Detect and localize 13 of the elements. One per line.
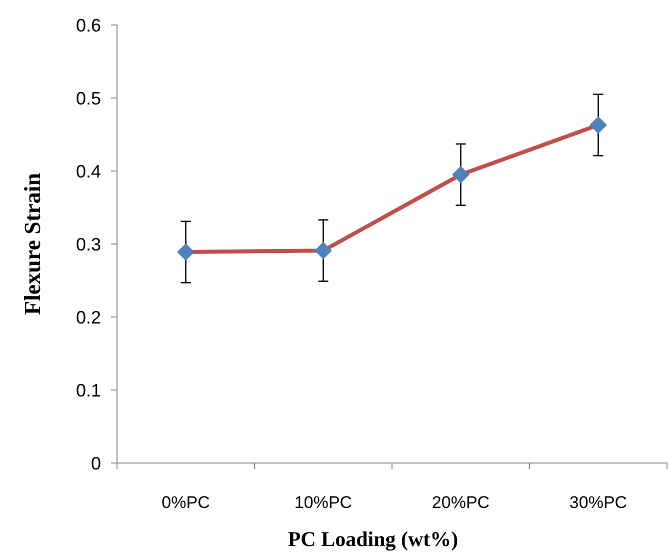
- y-tick-label: 0.2: [76, 307, 101, 328]
- x-tick-label: 10%PC: [294, 493, 352, 512]
- y-tick-label: 0.3: [76, 234, 101, 254]
- y-axis-title: Flexure Strain: [20, 172, 45, 316]
- y-tick-label: 0.6: [76, 15, 101, 36]
- x-tick-label: 30%PC: [569, 493, 628, 512]
- x-tick-label: 20%PC: [432, 493, 490, 512]
- x-tick-label: 0%PC: [162, 493, 210, 512]
- y-tick-label: 0.1: [76, 380, 101, 400]
- y-tick-label: 0: [90, 453, 101, 474]
- x-axis-title: PC Loading (wt%): [288, 527, 458, 551]
- y-tick-label: 0.4: [76, 161, 101, 182]
- y-tick-label: 0.5: [76, 88, 101, 108]
